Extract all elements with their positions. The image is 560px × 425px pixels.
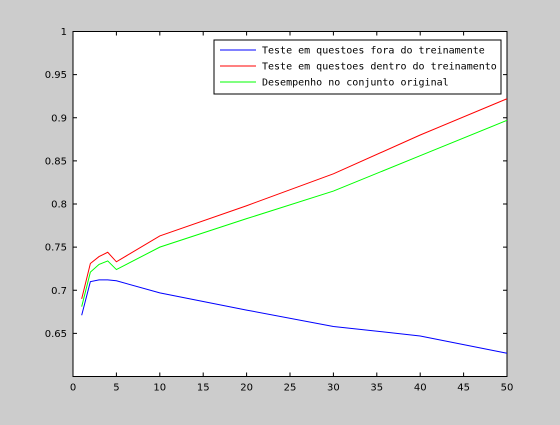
x-tick-label: 25 (284, 383, 297, 394)
x-tick-label: 30 (327, 383, 340, 394)
series-line-2 (81, 98, 508, 299)
legend-label-2: Teste em questoes dentro do treinamento (262, 62, 497, 73)
x-tick-label: 10 (153, 383, 166, 394)
series-lines (81, 98, 508, 354)
y-tick-label: 0.95 (45, 70, 67, 81)
series-line-3 (81, 119, 508, 307)
series-line-1 (81, 279, 508, 354)
x-tick-label: 50 (501, 383, 514, 394)
legend: Teste em questoes fora do treinamente Tes… (213, 39, 502, 95)
x-tick-label: 15 (197, 383, 210, 394)
y-tick-label: 0.8 (51, 200, 67, 211)
y-tick-label: 0.75 (45, 243, 67, 254)
x-tick-label: 40 (414, 383, 427, 394)
y-tick-label: 0.7 (51, 286, 67, 297)
y-tick-label: 1 (61, 27, 67, 38)
y-tick-label: 0.65 (45, 329, 67, 340)
x-tick-label: 45 (457, 383, 470, 394)
y-tick-label: 0.9 (51, 113, 67, 124)
x-tick-label: 20 (240, 383, 253, 394)
x-tick-label: 5 (113, 383, 119, 394)
y-tick-label: 0.85 (45, 156, 67, 167)
legend-label-1: Teste em questoes fora do treinamente (262, 46, 485, 57)
x-tick-label: 0 (70, 383, 76, 394)
axis-ticks: 0 5 10 15 20 25 30 35 40 45 50 0.65 0.7 0.75 0.8 0.85 0.… (45, 27, 514, 394)
legend-label-3: Desempenho no conjunto original (262, 78, 449, 89)
legend-box (213, 39, 502, 95)
x-tick-label: 35 (370, 383, 383, 394)
